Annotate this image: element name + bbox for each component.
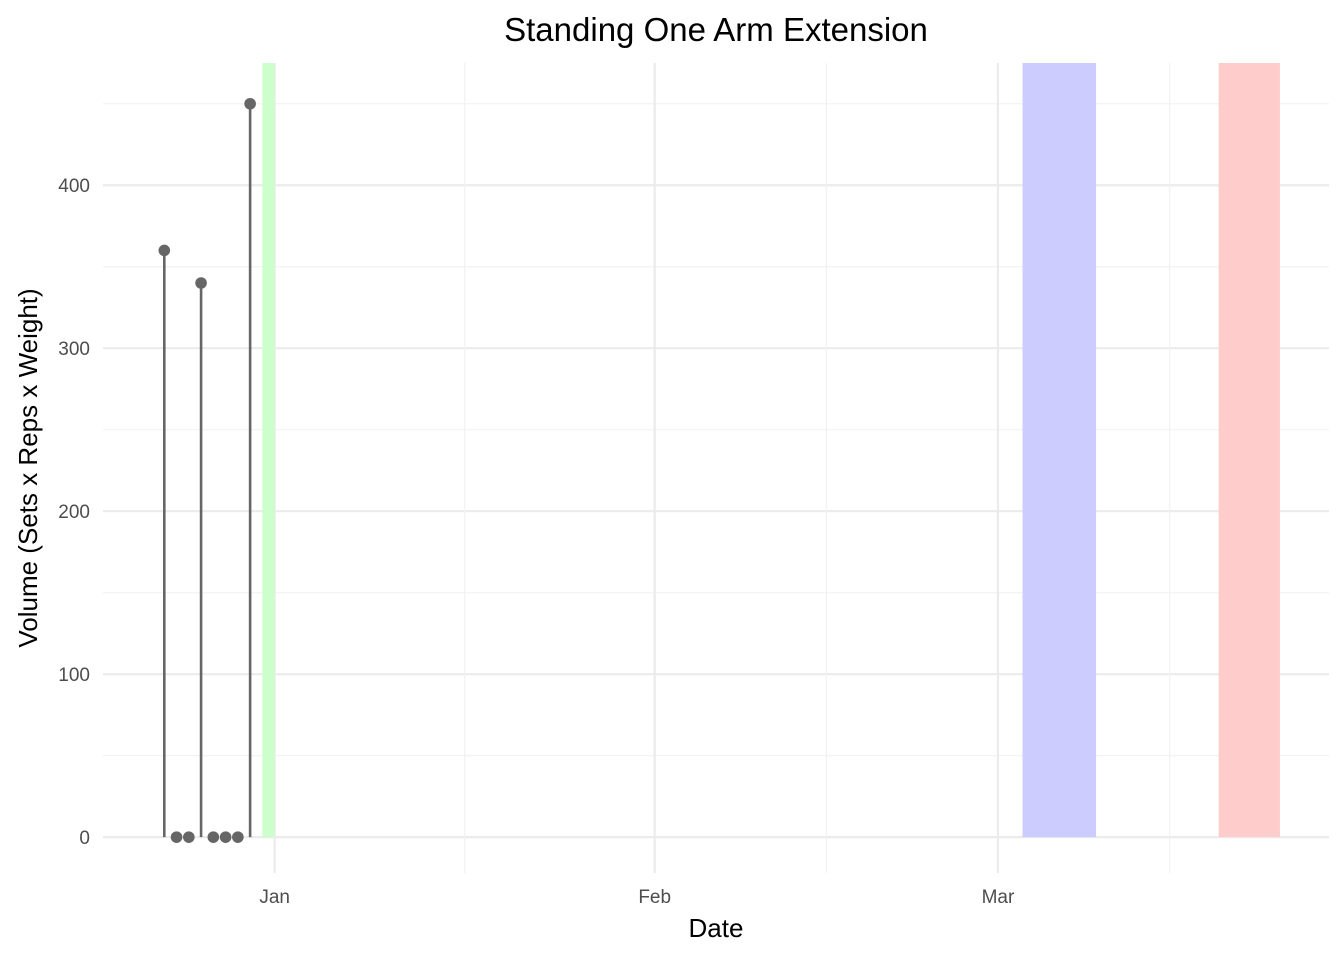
y-tick-label: 200 — [58, 502, 90, 523]
lollipop-point — [170, 831, 183, 843]
y-tick-label: 100 — [58, 665, 90, 686]
y-tick-label: 0 — [79, 828, 90, 849]
x-axis-title: Date — [689, 913, 744, 943]
chart-title: Standing One Arm Extension — [504, 11, 928, 48]
lollipop-point — [195, 277, 207, 289]
lollipop-point — [183, 831, 195, 843]
shaded-ranges — [262, 63, 1280, 838]
x-axis-tick-labels: Jan Feb Mar — [259, 887, 1015, 908]
y-axis-tick-labels: 0 100 200 300 400 — [58, 176, 90, 849]
lollipop-stems — [163, 103, 252, 838]
shaded-range — [1022, 63, 1097, 838]
lollipop-point — [158, 244, 171, 257]
lollipop-point — [219, 831, 232, 843]
x-tick-label: Feb — [638, 887, 671, 908]
grid — [103, 63, 1329, 873]
y-axis-title: Volume (Sets x Reps x Weight) — [13, 288, 43, 647]
x-tick-label: Mar — [982, 887, 1015, 908]
x-tick-label: Jan — [259, 887, 290, 908]
lollipop-point — [207, 831, 220, 843]
lollipop-points — [158, 97, 256, 843]
shaded-range — [1218, 63, 1280, 838]
y-tick-label: 400 — [58, 176, 90, 197]
shaded-range — [262, 63, 275, 838]
lollipop-point — [232, 831, 244, 843]
y-tick-label: 300 — [58, 339, 90, 360]
lollipop-point — [244, 97, 256, 110]
